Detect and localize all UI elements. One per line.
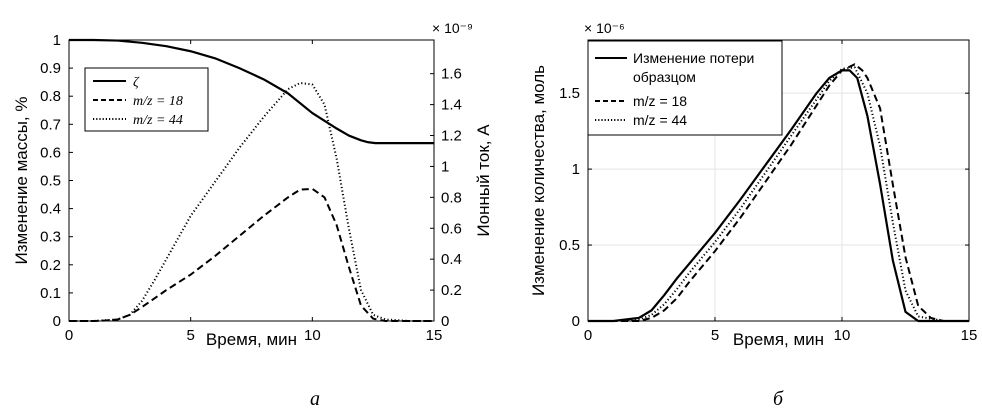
a-y-right-tick-label: 0.2: [441, 282, 462, 299]
a-y-left-tick-label: 0.5: [40, 173, 61, 190]
b-y-exponent: × 10⁻⁶: [584, 20, 625, 36]
a-legend-label-2: m/z = 44: [133, 113, 183, 128]
a-y-left-axis-label: Изменение массы, %: [12, 97, 31, 265]
b-y-tick-label: 0.5: [559, 237, 580, 254]
a-legend-label-0: ζ: [133, 75, 140, 90]
b-x-axis-label: Время, мин: [733, 330, 824, 349]
a-y-left-tick-label: 0.4: [40, 201, 61, 218]
b-y-tick-label: 1.5: [559, 85, 580, 102]
b-series-1: [588, 63, 969, 322]
a-series-0: [69, 38, 434, 145]
a-x-tick-label: 5: [186, 327, 194, 344]
b-legend-label-2: m/z = 44: [633, 112, 687, 128]
b-x-tick-label: 0: [584, 327, 592, 344]
b-y-tick-label: 0: [572, 313, 580, 330]
b-plot-frame: [587, 39, 970, 322]
b-legend-label-0-line-2: образцом: [633, 69, 696, 85]
a-panel-label: а: [310, 388, 320, 410]
a-y-left-tick-label: 0.8: [40, 88, 61, 105]
b-x-tick-label: 15: [961, 327, 978, 344]
a-y-left-tick-label: 0: [53, 313, 61, 330]
a-right-exponent: × 10⁻⁹: [432, 20, 473, 36]
a-x-tick-label: 0: [65, 327, 73, 344]
b-panel-label: б: [773, 388, 784, 410]
a-y-right-tick-label: 1.4: [441, 97, 462, 114]
a-y-right-tick-label: 1.6: [441, 66, 462, 83]
a-y-right-axis-label: Ионный ток, А: [474, 124, 493, 237]
b-y-tick-label: 1: [572, 161, 580, 178]
b-x-tick-label: 5: [711, 327, 719, 344]
b-legend-label-1: m/z = 18: [633, 93, 687, 109]
b-series-2: [588, 66, 969, 322]
a-y-right-tick-label: 1.2: [441, 128, 462, 145]
a-y-right-tick-label: 0.4: [441, 251, 462, 268]
a-y-left-tick-label: 0.3: [40, 229, 61, 246]
a-y-right-tick-label: 0.8: [441, 189, 462, 206]
b-y-axis-label: Изменение количества, моль: [529, 65, 548, 296]
a-y-left-tick-label: 0.9: [40, 60, 61, 77]
a-series-1: [69, 187, 434, 322]
a-y-right-tick-label: 0: [441, 313, 449, 330]
a-x-tick-label: 15: [426, 327, 443, 344]
a-x-tick-label: 10: [304, 327, 321, 344]
b-legend-box: [587, 40, 783, 136]
a-y-left-tick-label: 0.6: [40, 144, 61, 161]
a-y-right-tick-label: 0.6: [441, 220, 462, 237]
a-y-left-tick-label: 0.7: [40, 116, 61, 133]
b-series-0: [588, 69, 969, 323]
a-y-right-tick-label: 1: [441, 158, 449, 175]
a-y-left-tick-label: 1: [53, 32, 61, 49]
a-legend-label-1: m/z = 18: [133, 94, 183, 109]
b-legend-label-0-line-1: Изменение потери: [633, 50, 754, 66]
a-x-axis-label: Время, мин: [206, 330, 297, 349]
b-x-tick-label: 10: [834, 327, 851, 344]
a-y-left-tick-label: 0.1: [40, 285, 61, 302]
a-y-left-tick-label: 0.2: [40, 257, 61, 274]
